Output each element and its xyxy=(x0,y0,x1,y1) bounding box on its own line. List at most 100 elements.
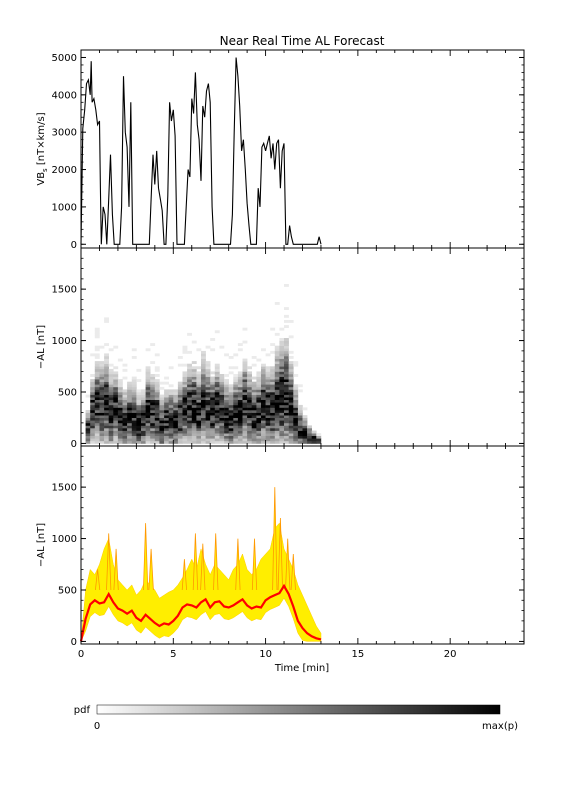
heatmap-cell xyxy=(247,440,252,444)
heatmap-cell xyxy=(210,386,216,390)
heatmap-cell xyxy=(265,366,271,370)
heatmap-cell xyxy=(261,381,266,385)
heatmap-cell xyxy=(173,397,179,400)
heatmap-cell xyxy=(104,394,109,398)
heatmap-cell xyxy=(113,402,119,406)
heatmap-cell xyxy=(164,435,169,439)
heatmap-cell xyxy=(141,402,146,406)
heatmap-cell xyxy=(122,363,128,367)
heatmap-cell xyxy=(108,440,114,444)
heatmap-cell xyxy=(265,394,271,398)
heatmap-cell xyxy=(94,397,100,400)
heatmap-cell xyxy=(117,358,123,362)
heatmap-cell xyxy=(284,363,289,367)
heatmap-cell xyxy=(274,435,280,439)
heatmap-cell xyxy=(284,428,289,431)
heatmap-cell xyxy=(270,428,276,431)
heatmap-cell xyxy=(270,343,276,346)
heatmap-cell xyxy=(237,374,243,377)
heatmap-cell xyxy=(122,376,128,380)
heatmap-cell xyxy=(177,386,183,390)
heatmap-cell xyxy=(191,410,197,413)
heatmap-cell xyxy=(191,404,197,408)
heatmap-cell xyxy=(99,417,105,421)
heatmap-cell xyxy=(256,440,262,444)
heatmap-cell xyxy=(228,435,234,439)
heatmap-cell xyxy=(131,428,137,431)
heatmap-cell xyxy=(274,302,280,305)
heatmap-cell xyxy=(219,389,225,393)
panel-vbs: 0 1000 2000 3000 4000 5000 VBs [nT×km/s] xyxy=(36,49,525,251)
heatmap-cell xyxy=(205,345,211,349)
heatmap-cell xyxy=(265,397,271,400)
heatmap-cell xyxy=(94,368,100,372)
heatmap-cell xyxy=(288,350,294,354)
heatmap-cell xyxy=(261,430,266,434)
heatmap-cell xyxy=(104,356,109,359)
heatmap-cell xyxy=(136,389,142,393)
heatmap-cell xyxy=(136,412,142,416)
heatmap-cell xyxy=(261,384,266,388)
heatmap-cell xyxy=(117,386,123,390)
heatmap-cell xyxy=(297,412,303,416)
heatmap-cell xyxy=(261,348,266,352)
heatmap-cell xyxy=(224,415,229,418)
heatmap-cell xyxy=(168,417,174,421)
heatmap-cell xyxy=(201,376,206,380)
heatmap-cell xyxy=(256,412,262,416)
heatmap-cell xyxy=(127,392,132,395)
heatmap-cell xyxy=(201,410,206,413)
heatmap-cell xyxy=(145,415,151,418)
heatmap-cell xyxy=(196,374,202,377)
heatmap-cell xyxy=(219,412,225,416)
heatmap-cell xyxy=(256,374,262,377)
heatmap-cell xyxy=(90,428,96,431)
heatmap-cell xyxy=(145,440,151,444)
heatmap-cell xyxy=(256,384,262,388)
heatmap-cell xyxy=(117,412,123,416)
heatmap-cell xyxy=(274,345,280,349)
heatmap-cell xyxy=(279,350,285,354)
x-tick-label: 15 xyxy=(352,649,365,660)
heatmap-cell xyxy=(242,425,248,429)
heatmap-cell xyxy=(145,348,151,352)
heatmap-cell xyxy=(261,404,266,408)
heatmap-cell xyxy=(145,425,151,429)
heatmap-cell xyxy=(261,389,266,393)
heatmap-cell xyxy=(131,438,137,442)
heatmap-cell xyxy=(233,397,239,400)
heatmap-cell xyxy=(219,425,225,429)
heatmap-cell xyxy=(122,397,128,400)
heatmap-cell xyxy=(302,425,308,429)
heatmap-cell xyxy=(131,384,137,388)
heatmap-cell xyxy=(261,420,266,424)
heatmap-cell xyxy=(122,412,128,416)
heatmap-cell xyxy=(293,415,299,418)
heatmap-cell xyxy=(99,399,105,403)
heatmap-cell xyxy=(196,415,202,418)
heatmap-cell xyxy=(256,404,262,408)
heatmap-cell xyxy=(117,417,123,421)
heatmap-cell xyxy=(164,420,169,424)
heatmap-cell xyxy=(168,430,174,434)
heatmap-cell xyxy=(247,381,252,385)
heatmap-cell xyxy=(224,433,229,436)
heatmap-cell xyxy=(136,438,142,442)
heatmap-cell xyxy=(99,363,105,367)
heatmap-cell xyxy=(284,345,289,349)
heatmap-cell xyxy=(242,402,248,406)
heatmap-cell xyxy=(251,404,257,408)
heatmap-cell xyxy=(150,392,156,395)
heatmap-cell xyxy=(265,389,271,393)
y-tick-label: 1000 xyxy=(52,336,77,347)
heatmap-cell xyxy=(224,425,229,429)
heatmap-cell xyxy=(279,438,285,442)
heatmap-cell xyxy=(274,381,280,385)
heatmap-cell xyxy=(279,399,285,403)
heatmap-cell xyxy=(90,404,96,408)
heatmap-cell xyxy=(233,430,239,434)
heatmap-cell xyxy=(279,371,285,375)
heatmap-cell xyxy=(145,379,151,382)
heatmap-cell xyxy=(274,422,280,426)
